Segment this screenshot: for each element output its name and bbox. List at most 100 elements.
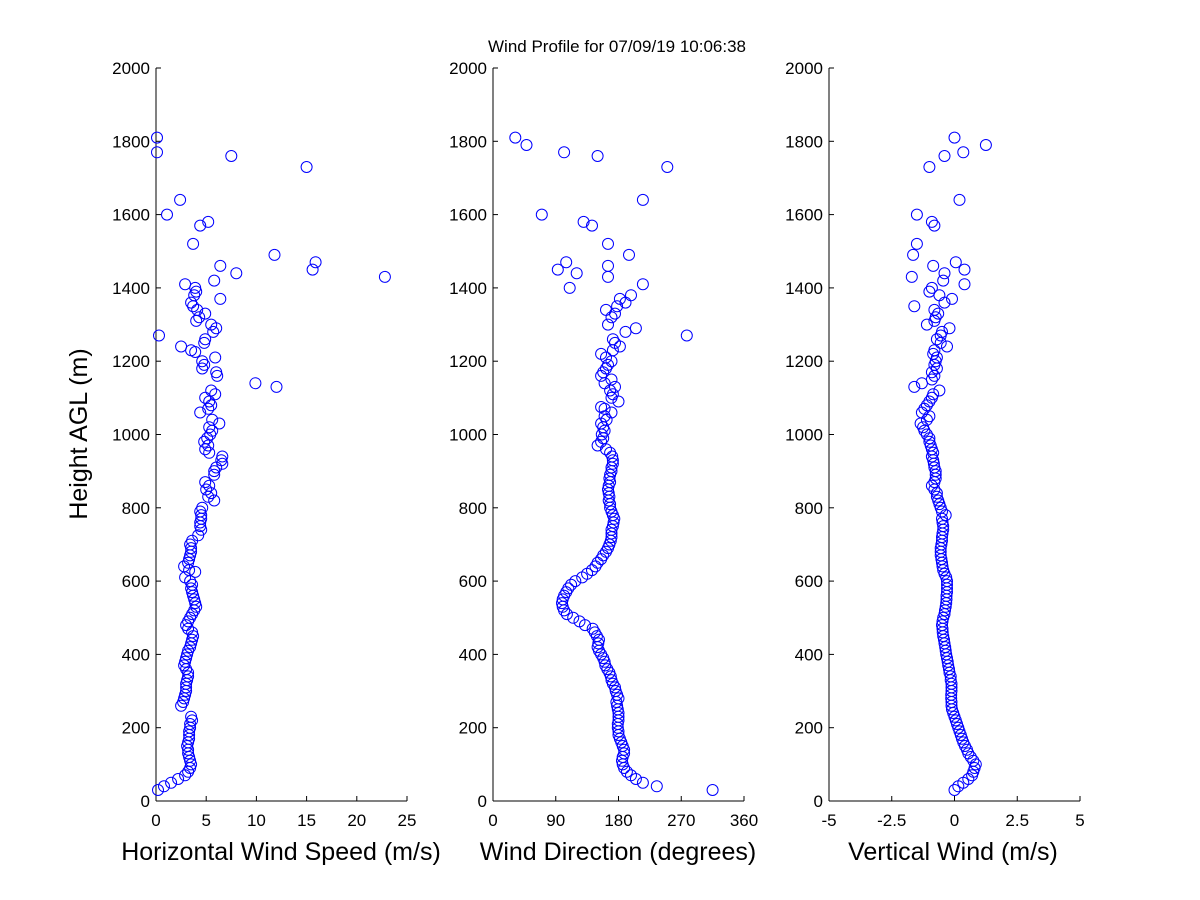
data-point xyxy=(189,597,202,610)
data-point xyxy=(563,281,576,294)
data-point xyxy=(920,318,933,331)
data-point xyxy=(636,278,649,291)
data-point xyxy=(203,421,216,434)
data-point xyxy=(905,270,918,283)
data-point xyxy=(706,784,719,796)
data-point xyxy=(923,161,936,173)
data-point xyxy=(964,751,977,763)
data-point xyxy=(509,131,522,144)
data-point xyxy=(556,597,568,610)
figure-title: Wind Profile for 07/09/19 10:06:38 xyxy=(488,37,746,56)
y-tick-label: 400 xyxy=(459,645,487,664)
y-tick-label: 1800 xyxy=(112,132,150,151)
data-point xyxy=(182,670,195,683)
data-point xyxy=(208,468,221,481)
data-point xyxy=(175,340,188,353)
y-tick-label: 800 xyxy=(459,499,487,518)
data-point xyxy=(969,758,982,771)
data-point xyxy=(619,325,632,338)
data-point xyxy=(198,336,211,349)
data-point xyxy=(309,256,322,269)
data-point xyxy=(270,380,283,393)
data-point xyxy=(202,215,215,228)
horizontal-wind-speed-plot: 0 5 10 15 20 25 0 200 400 600 800 1000 1200 1400 1600… xyxy=(65,59,441,866)
data-point xyxy=(953,193,966,206)
y-tick-label: 1600 xyxy=(449,206,487,225)
x-tick-label: 0 xyxy=(950,811,959,830)
data-point xyxy=(928,461,941,474)
x-ticks: 0 5 10 15 20 25 xyxy=(151,796,416,830)
data-point xyxy=(194,406,207,419)
x-tick-label: 20 xyxy=(347,811,366,830)
data-point xyxy=(910,208,923,221)
data-point xyxy=(198,435,211,448)
data-point xyxy=(300,161,313,173)
data-point xyxy=(592,637,605,650)
y-ticks: 0 200 400 600 800 1000 1200 1400 1600 1800 2000 xyxy=(112,59,161,811)
data-point xyxy=(609,380,621,393)
data-point xyxy=(586,219,598,232)
y-tick-label: 0 xyxy=(814,792,823,811)
data-point xyxy=(908,300,921,313)
x-ticks: -5 -2.5 0 2.5 5 xyxy=(821,796,1085,830)
data-point xyxy=(612,395,625,408)
data-point xyxy=(602,237,614,250)
y-tick-label: 2000 xyxy=(449,59,487,78)
data-point xyxy=(378,270,391,283)
data-point xyxy=(199,307,212,320)
data-point xyxy=(211,369,224,382)
data-point xyxy=(602,259,614,272)
y-axis-label: Height AGL (m) xyxy=(65,348,93,519)
data-point xyxy=(591,150,604,162)
data-point xyxy=(930,490,943,503)
y-ticks: 0 200 400 600 800 1000 1200 1400 1600 1800 2000 xyxy=(785,59,834,811)
y-tick-label: 600 xyxy=(795,572,823,591)
data-point xyxy=(613,340,626,353)
x-axis-label: Vertical Wind (m/s) xyxy=(848,838,1058,866)
data-point xyxy=(185,344,198,357)
data-point xyxy=(620,765,633,778)
data-point xyxy=(593,633,605,646)
data-point xyxy=(558,146,571,159)
y-tick-label: 1200 xyxy=(112,352,150,371)
data-point xyxy=(606,344,619,357)
y-tick-label: 1800 xyxy=(785,132,823,151)
data-point xyxy=(573,615,586,628)
data-point xyxy=(941,578,953,591)
x-ticks: 0 90 180 270 360 xyxy=(488,796,758,830)
data-point xyxy=(650,780,663,793)
y-tick-label: 400 xyxy=(795,645,823,664)
wind-direction-plot: 0 90 180 270 360 0 200 400 600 800 1000 1200 1400 16… xyxy=(449,59,758,866)
data-point xyxy=(205,318,218,331)
data-point xyxy=(214,259,227,272)
data-point xyxy=(192,529,205,542)
data-point xyxy=(943,322,956,335)
data-point xyxy=(306,263,319,276)
data-point xyxy=(604,446,617,459)
data-point xyxy=(185,710,198,723)
data-point xyxy=(199,476,212,489)
data-point xyxy=(938,150,951,162)
data-point xyxy=(208,274,221,287)
vertical-wind-plot: -5 -2.5 0 2.5 5 0 200 400 600 800 1000 1200 1400 160… xyxy=(785,59,1085,866)
data-point xyxy=(948,784,961,796)
data-point xyxy=(602,270,614,283)
data-point xyxy=(153,329,165,342)
data-point xyxy=(636,776,649,789)
data-point xyxy=(907,248,920,261)
y-tick-label: 0 xyxy=(478,792,487,811)
x-tick-label: -5 xyxy=(821,811,836,830)
data-point xyxy=(181,648,194,661)
data-point xyxy=(187,589,200,602)
data-point xyxy=(209,351,222,364)
y-tick-label: 1400 xyxy=(449,279,487,298)
data-point xyxy=(629,773,642,785)
y-tick-label: 200 xyxy=(459,719,487,738)
data-point xyxy=(928,369,941,382)
data-point xyxy=(178,692,191,705)
data-point xyxy=(189,565,202,578)
y-tick-label: 1600 xyxy=(112,206,150,225)
x-axis-label: Wind Direction (degrees) xyxy=(480,838,757,866)
data-point xyxy=(946,292,958,305)
data-point xyxy=(551,263,564,276)
